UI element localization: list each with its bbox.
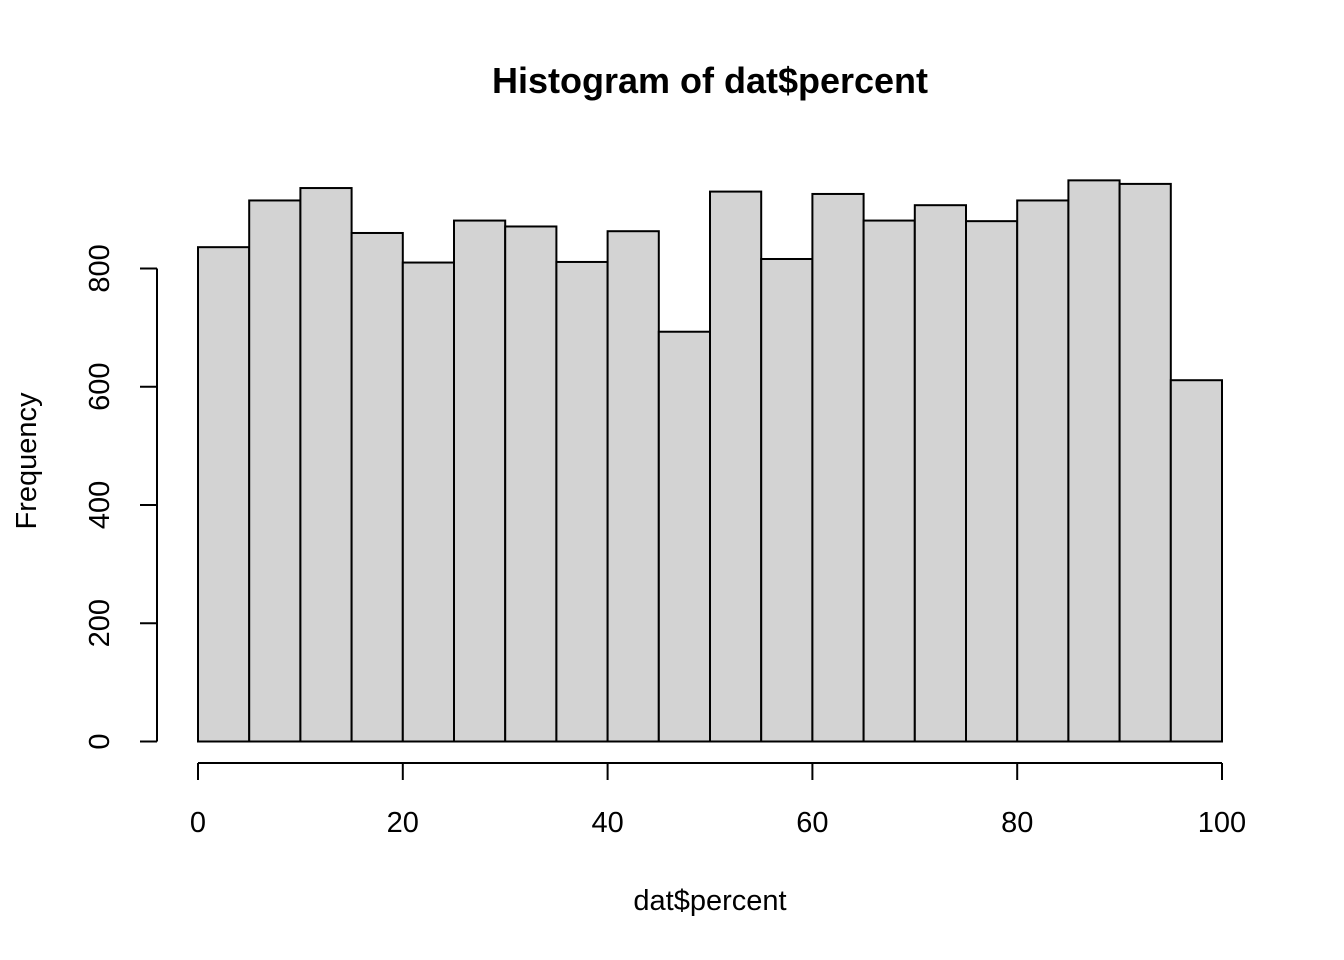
x-tick-label: 40 bbox=[591, 807, 623, 839]
bars-group bbox=[197, 179, 1224, 743]
histogram-bar bbox=[709, 190, 763, 743]
histogram-bar bbox=[504, 225, 558, 743]
y-tick-label: 0 bbox=[84, 733, 116, 749]
histogram-bar bbox=[350, 231, 404, 743]
y-tick-label: 400 bbox=[84, 481, 116, 529]
histogram-bar bbox=[555, 260, 609, 743]
histogram-bar bbox=[299, 187, 353, 743]
x-tick-label: 100 bbox=[1198, 807, 1246, 839]
histogram-bar bbox=[197, 246, 251, 743]
histogram-bar bbox=[606, 230, 660, 743]
y-tick-label: 800 bbox=[84, 244, 116, 292]
chart-title: Histogram of dat$percent bbox=[492, 60, 928, 101]
histogram-bar bbox=[862, 219, 916, 743]
y-tick-label: 600 bbox=[84, 363, 116, 411]
histogram-bar bbox=[760, 257, 814, 743]
histogram-bar bbox=[453, 219, 507, 743]
histogram-bar bbox=[1169, 379, 1224, 743]
histogram-bar bbox=[913, 204, 967, 743]
x-axis: 0 20 40 60 80 100 bbox=[190, 762, 1246, 839]
y-tick-label: 200 bbox=[84, 599, 116, 647]
x-tick-label: 20 bbox=[387, 807, 419, 839]
histogram-bar bbox=[401, 261, 455, 743]
histogram-bar bbox=[1118, 182, 1172, 743]
histogram-bar bbox=[1016, 199, 1070, 743]
y-axis: 0 200 400 600 800 bbox=[84, 244, 158, 750]
x-tick-label: 60 bbox=[796, 807, 828, 839]
histogram-bar bbox=[248, 199, 302, 743]
histogram-bar bbox=[965, 220, 1019, 743]
x-axis-label: dat$percent bbox=[633, 885, 786, 917]
histogram-bar bbox=[657, 330, 711, 743]
y-axis-label: Frequency bbox=[11, 392, 43, 530]
histogram-bar bbox=[1067, 179, 1121, 743]
x-tick-label: 0 bbox=[190, 807, 206, 839]
x-tick-label: 80 bbox=[1001, 807, 1033, 839]
histogram-bar bbox=[811, 192, 865, 743]
